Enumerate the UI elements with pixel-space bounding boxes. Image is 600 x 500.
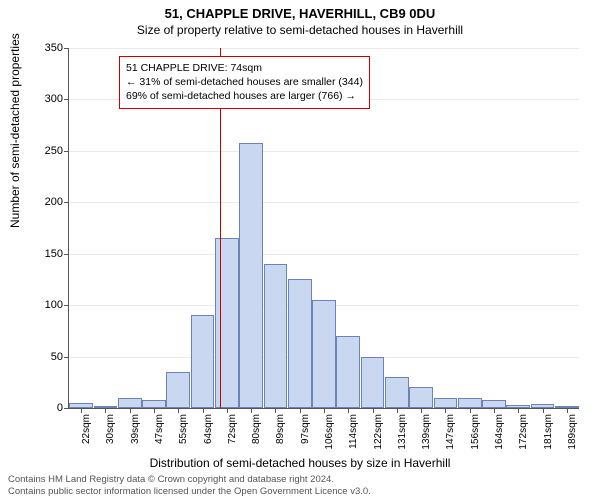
histogram-bar (409, 387, 433, 408)
x-tick-label: 156sqm (470, 414, 481, 458)
histogram-bar (385, 377, 409, 408)
x-tick-label: 64sqm (203, 414, 214, 458)
x-tick-label: 47sqm (154, 414, 165, 458)
x-tick-mark (348, 408, 349, 413)
x-tick-label: 139sqm (421, 414, 432, 458)
grid-line (69, 254, 579, 255)
x-tick-mark (275, 408, 276, 413)
y-tick-label: 350 (33, 42, 63, 54)
x-tick-mark (421, 408, 422, 413)
histogram-bar (482, 400, 506, 408)
chart-title: 51, CHAPPLE DRIVE, HAVERHILL, CB9 0DU (0, 0, 600, 21)
x-tick-label: 89sqm (275, 414, 286, 458)
histogram-bar (142, 400, 166, 408)
x-tick-mark (518, 408, 519, 413)
x-tick-mark (203, 408, 204, 413)
histogram-bar (361, 357, 385, 408)
x-tick-label: 80sqm (251, 414, 262, 458)
histogram-bar (336, 336, 360, 408)
chart-subtitle: Size of property relative to semi-detach… (0, 21, 600, 37)
grid-line (69, 48, 579, 49)
x-tick-mark (81, 408, 82, 413)
x-tick-label: 72sqm (227, 414, 238, 458)
x-tick-mark (397, 408, 398, 413)
x-tick-mark (543, 408, 544, 413)
x-tick-mark (373, 408, 374, 413)
x-tick-mark (300, 408, 301, 413)
histogram-bar (264, 264, 288, 408)
histogram-bar (191, 315, 215, 408)
x-tick-mark (130, 408, 131, 413)
x-tick-label: 97sqm (300, 414, 311, 458)
x-tick-label: 106sqm (324, 414, 335, 458)
x-tick-mark (178, 408, 179, 413)
x-tick-label: 147sqm (445, 414, 456, 458)
grid-line (69, 202, 579, 203)
y-axis-label: Number of semi-detached properties (8, 33, 22, 228)
y-tick-label: 300 (33, 93, 63, 105)
info-line-property: 51 CHAPPLE DRIVE: 74sqm (126, 61, 363, 75)
x-tick-mark (154, 408, 155, 413)
x-tick-mark (105, 408, 106, 413)
grid-line (69, 151, 579, 152)
y-tick-label: 100 (33, 299, 63, 311)
x-tick-label: 172sqm (518, 414, 529, 458)
info-line-larger: 69% of semi-detached houses are larger (… (126, 89, 363, 103)
histogram-bar (288, 279, 312, 408)
y-tick-label: 200 (33, 196, 63, 208)
histogram-bar (166, 372, 190, 408)
y-tick-label: 50 (33, 351, 63, 363)
x-tick-mark (445, 408, 446, 413)
x-axis-label: Distribution of semi-detached houses by … (0, 456, 600, 470)
y-tick-label: 250 (33, 145, 63, 157)
x-tick-label: 164sqm (494, 414, 505, 458)
histogram-bar (215, 238, 239, 408)
y-tick-label: 150 (33, 248, 63, 260)
x-tick-label: 114sqm (348, 414, 359, 458)
histogram-bar (312, 300, 336, 408)
x-tick-label: 189sqm (567, 414, 578, 458)
x-tick-mark (324, 408, 325, 413)
footer-line-1: Contains HM Land Registry data © Crown c… (8, 474, 592, 486)
histogram-bar (458, 398, 482, 408)
x-tick-mark (470, 408, 471, 413)
x-tick-label: 30sqm (105, 414, 116, 458)
footer-line-2: Contains public sector information licen… (8, 486, 592, 498)
x-tick-mark (251, 408, 252, 413)
x-tick-mark (567, 408, 568, 413)
x-tick-label: 39sqm (130, 414, 141, 458)
x-tick-label: 22sqm (81, 414, 92, 458)
histogram-bar (239, 143, 263, 408)
x-tick-label: 181sqm (543, 414, 554, 458)
chart-plot-area: 05010015020025030035022sqm30sqm39sqm47sq… (68, 48, 579, 409)
footer-attribution: Contains HM Land Registry data © Crown c… (8, 474, 592, 498)
y-tick-label: 0 (33, 402, 63, 414)
histogram-bar (434, 398, 458, 408)
x-tick-label: 131sqm (397, 414, 408, 458)
info-line-smaller: ← 31% of semi-detached houses are smalle… (126, 75, 363, 89)
x-tick-label: 55sqm (178, 414, 189, 458)
x-tick-mark (494, 408, 495, 413)
x-tick-label: 122sqm (373, 414, 384, 458)
x-tick-mark (227, 408, 228, 413)
histogram-bar (118, 398, 142, 408)
property-info-box: 51 CHAPPLE DRIVE: 74sqm ← 31% of semi-de… (119, 56, 370, 109)
